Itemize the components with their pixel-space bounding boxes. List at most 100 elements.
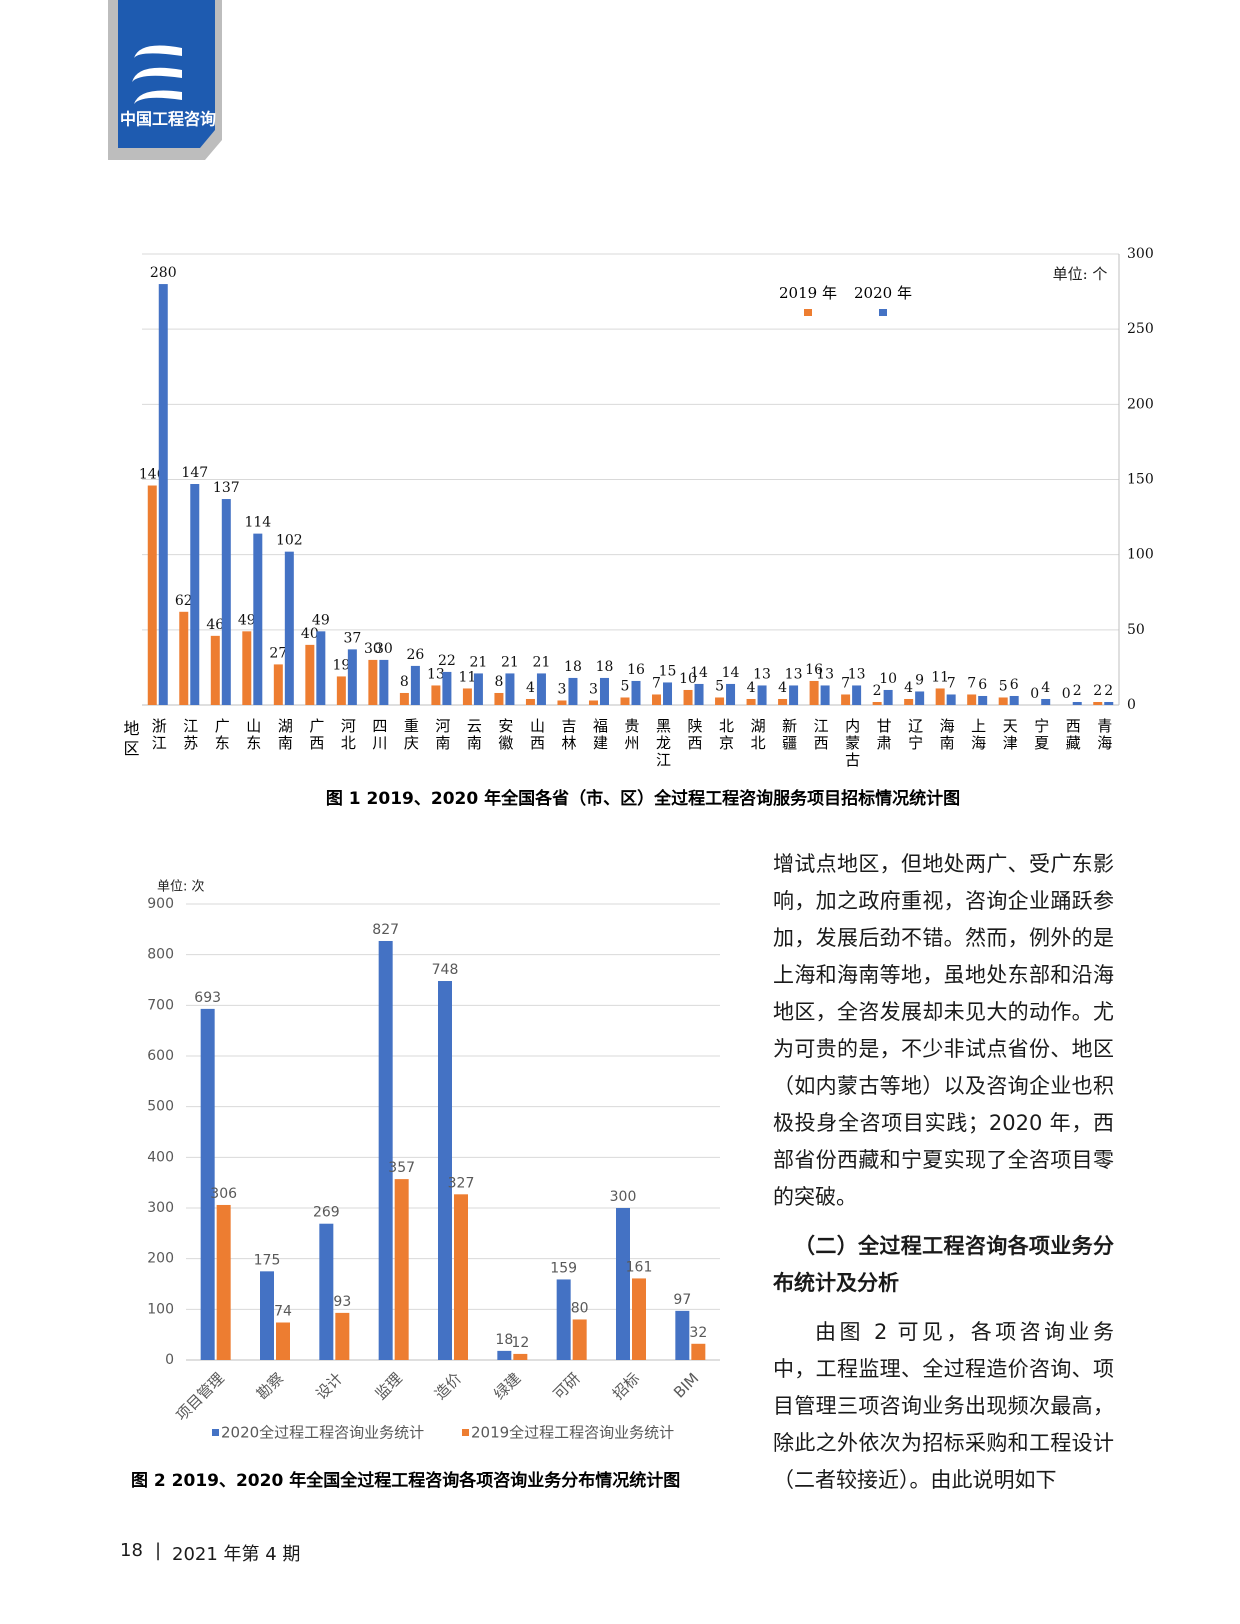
bar [347,649,357,705]
bar [505,673,515,705]
bar [778,698,788,705]
data-label: 11 [459,669,477,685]
data-label: 49 [312,612,330,628]
data-label: 300 [610,1189,637,1205]
data-label: 7 [652,675,661,691]
issue: 2021 年第 4 期 [172,1544,301,1565]
bar [572,1319,587,1360]
data-label: 161 [626,1259,653,1275]
x-tick-label: 山东 [244,718,262,752]
x-tick-label: 设计 [312,1369,346,1403]
x-tick-label: 贵州 [623,718,641,752]
x-tick-label: 江苏 [181,718,199,752]
data-label: 40 [301,626,319,642]
bar [210,635,220,705]
bar [276,1322,290,1360]
bar [620,697,630,705]
chart-caption: 图 2 2019、2020 年全国全过程工程咨询各项咨询业务分布情况统计图 [131,1470,680,1491]
data-label: 6 [978,677,987,693]
x-tick-label: 监理 [372,1369,406,1403]
data-label: 16 [805,662,823,678]
logo-mark [132,45,182,104]
x-tick-label: 辽宁 [906,718,924,752]
data-label: 357 [388,1160,415,1176]
x-tick-label: 甘肃 [875,718,893,752]
bar [394,1179,409,1360]
data-label: 13 [427,666,445,682]
data-label: 13 [785,666,803,682]
x-tick-label: 河南 [433,718,451,752]
x-tick-label: 福建 [591,718,609,752]
data-label: 19 [332,657,350,673]
data-label: 30 [364,641,382,657]
x-tick-label: 北京 [717,718,735,752]
bar [525,698,535,705]
bar [915,691,925,705]
bar [442,671,452,705]
x-tick-label: 项目管理 [173,1369,228,1424]
bar [438,981,452,1360]
bar [691,1343,706,1360]
y-tick-label: 700 [147,997,174,1013]
data-label: 13 [753,666,771,682]
x-tick-label: 绿建 [490,1369,524,1403]
x-tick-label: 河北 [339,718,357,752]
bar [410,665,420,705]
data-label: 22 [438,653,456,669]
x-axis-title: 地区 [121,720,140,760]
data-label: 13 [848,666,866,682]
legend-swatch [212,1429,219,1436]
data-label: 12 [511,1335,529,1351]
y-tick-label: 0 [1127,697,1136,713]
bar [694,683,704,705]
x-tick-label: 宁夏 [1032,718,1050,752]
bar [368,659,378,705]
data-label: 9 [915,672,924,688]
bar [273,664,283,705]
bar [158,284,168,705]
bar [588,700,598,705]
x-tick-label: 云南 [465,718,483,752]
bar [946,694,956,705]
data-label: 16 [627,662,645,678]
x-tick-label: 广东 [213,718,231,752]
data-label: 97 [673,1292,691,1308]
data-label: 0 [1062,686,1071,702]
data-label: 27 [269,645,287,661]
legend-label: 2020 年 [854,284,912,302]
bar [663,682,673,705]
y-tick-label: 200 [147,1251,174,1267]
bar [253,533,263,705]
bar [809,680,819,705]
data-label: 2 [1104,683,1113,699]
data-label: 15 [659,663,677,679]
x-tick-label: 江西 [812,718,830,752]
data-label: 147 [181,465,208,481]
data-label: 327 [448,1175,475,1191]
bar [652,694,662,705]
unit-label: 单位: 个 [1053,265,1108,283]
data-label: 13 [816,666,834,682]
bar [1041,698,1051,705]
bar [147,485,157,705]
y-tick-label: 50 [1127,622,1145,638]
bar [179,611,189,705]
section-heading: （二）全过程工程咨询各项业务分布统计及分析 [773,1234,1114,1295]
data-label: 0 [1030,686,1039,702]
data-label: 3 [558,681,567,697]
legend-swatch [804,309,812,316]
x-tick-label: 山西 [528,718,546,752]
x-tick-label: 内蒙古 [843,718,861,769]
bar [190,484,200,705]
bar [216,1204,231,1360]
data-label: 4 [904,680,913,696]
x-tick-label: 上海 [969,718,987,752]
bar [1072,701,1082,705]
legend-label: 2019全过程工程咨询业务统计 [471,1424,674,1442]
bar [305,644,315,705]
bar [1093,701,1103,705]
data-label: 14 [690,665,708,681]
data-label: 2 [1093,683,1102,699]
bar [852,685,862,705]
